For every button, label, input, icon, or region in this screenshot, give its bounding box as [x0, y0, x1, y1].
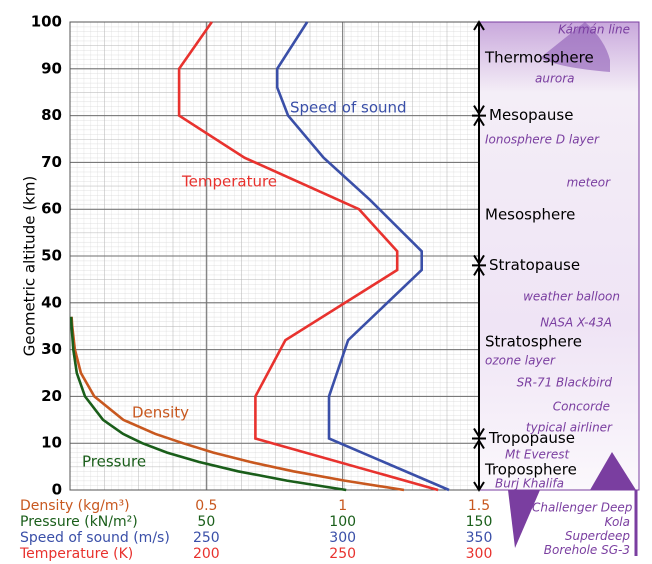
- annotation: ozone layer: [485, 354, 556, 368]
- x-tick-label: 0.5: [195, 498, 217, 514]
- annotation: weather balloon: [523, 290, 620, 304]
- x-tick-label: 250: [329, 546, 356, 562]
- annotation: NASA X-43A: [540, 316, 612, 330]
- y-tick-label: 40: [41, 293, 62, 311]
- x-tick-label: 100: [329, 514, 356, 530]
- boundary-name: Tropopause: [488, 429, 575, 447]
- annotation: Mt Everest: [505, 448, 571, 462]
- annotation: Kármán line: [558, 23, 630, 37]
- x-tick-label: 1.5: [468, 498, 490, 514]
- x-tick-label: 150: [466, 514, 493, 530]
- y-tick-label: 70: [41, 153, 62, 171]
- y-tick-label: 90: [41, 59, 62, 77]
- layer-name: Stratosphere: [485, 333, 582, 351]
- annotation: Challenger Deep: [532, 501, 633, 515]
- y-tick-label: 30: [41, 340, 62, 358]
- annotation: SR-71 Blackbird: [517, 376, 613, 390]
- annotation: Ionosphere D layer: [485, 133, 600, 147]
- layer-name: Mesosphere: [485, 206, 575, 224]
- x-tick-label: 300: [329, 530, 356, 546]
- annotation: aurora: [535, 72, 575, 86]
- y-axis-title: Geometric altitude (km): [21, 176, 39, 356]
- annotation: Concorde: [553, 400, 610, 414]
- x-axis-title: Temperature (K): [19, 546, 133, 562]
- boundary-name: Stratopause: [489, 256, 580, 274]
- x-tick-label: 300: [466, 546, 493, 562]
- x-tick-label: 350: [466, 530, 493, 546]
- y-tick-label: 50: [41, 247, 62, 265]
- series-label: Temperature: [181, 173, 277, 191]
- x-tick-label: 1: [338, 498, 347, 514]
- series-label: Density: [132, 404, 189, 422]
- y-tick-label: 80: [41, 106, 62, 124]
- boundary-name: Mesopause: [489, 106, 573, 124]
- x-tick-label: 250: [193, 530, 220, 546]
- layer-name: Thermosphere: [484, 49, 594, 67]
- y-tick-label: 100: [31, 13, 62, 31]
- annotation: Burj Khalifa: [495, 477, 564, 491]
- chart: Geometric altitude (km) Thermosphere Mes…: [0, 0, 652, 564]
- series-label: Pressure: [82, 453, 146, 471]
- y-tick-label: 0: [52, 481, 62, 499]
- x-tick-label: 200: [193, 546, 220, 562]
- annotation: meteor: [567, 176, 612, 190]
- x-tick-label: 50: [197, 514, 215, 530]
- y-tick-label: 20: [41, 387, 62, 405]
- y-tick-label: 10: [41, 434, 62, 452]
- x-axis-title: Speed of sound (m/s): [20, 530, 170, 546]
- x-axis-title: Pressure (kN/m²): [20, 514, 138, 530]
- x-axis-title: Density (kg/m³): [20, 498, 130, 514]
- series-label: Speed of sound: [290, 99, 407, 117]
- y-tick-label: 60: [41, 200, 62, 218]
